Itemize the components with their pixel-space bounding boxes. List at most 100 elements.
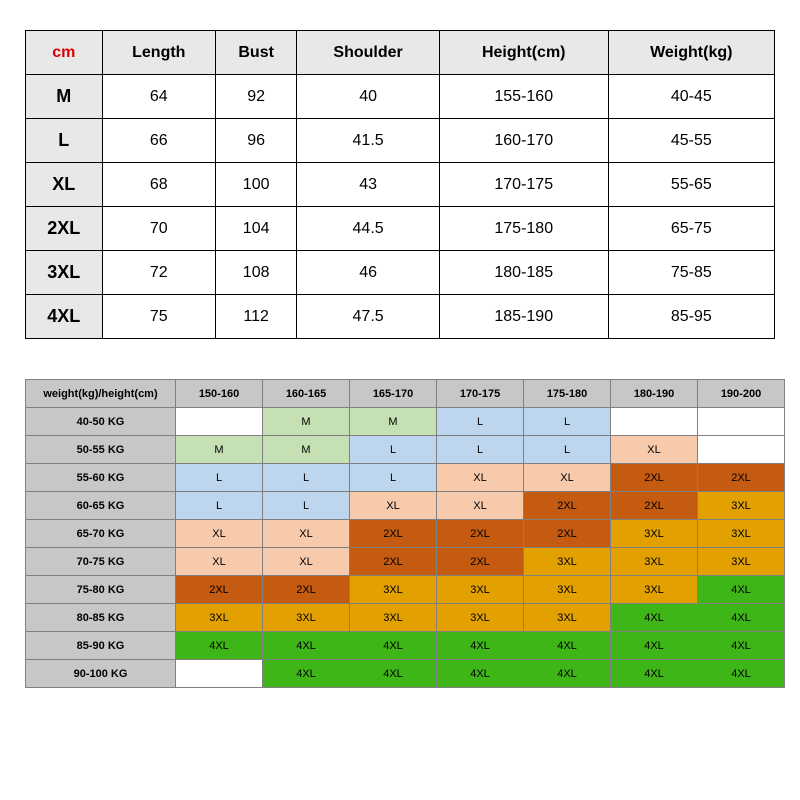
t2-size-cell: L (524, 436, 611, 464)
t1-header-shoulder: Shoulder (297, 31, 440, 75)
t2-size-cell: XL (611, 436, 698, 464)
t2-row-header: 40-50 KG (26, 408, 176, 436)
t2-size-cell: 3XL (698, 548, 785, 576)
t1-row: 3XL7210846180-18575-85 (26, 251, 775, 295)
t2-size-cell: XL (524, 464, 611, 492)
t2-size-cell: 3XL (524, 576, 611, 604)
t2-size-cell (698, 436, 785, 464)
t2-col-header: 150-160 (176, 380, 263, 408)
t1-size-cell: 4XL (26, 295, 103, 339)
t2-size-cell: M (263, 408, 350, 436)
t2-size-cell: 2XL (263, 576, 350, 604)
t2-size-cell: L (263, 492, 350, 520)
t1-header-weightkg: Weight(kg) (608, 31, 774, 75)
t2-row: 55-60 KGLLLXLXL2XL2XL (26, 464, 785, 492)
t2-size-cell: M (350, 408, 437, 436)
t1-size-cell: L (26, 119, 103, 163)
t1-header-row: cmLengthBustShoulderHeight(cm)Weight(kg) (26, 31, 775, 75)
t2-size-cell: 2XL (350, 520, 437, 548)
t2-row: 40-50 KGMMLL (26, 408, 785, 436)
t1-value-cell: 46 (297, 251, 440, 295)
t2-row: 85-90 KG4XL4XL4XL4XL4XL4XL4XL (26, 632, 785, 660)
t2-size-cell (176, 408, 263, 436)
t2-size-cell: L (176, 464, 263, 492)
t1-value-cell: 40 (297, 75, 440, 119)
t2-size-cell: L (437, 436, 524, 464)
t1-row: XL6810043170-17555-65 (26, 163, 775, 207)
t1-value-cell: 70 (102, 207, 216, 251)
t2-size-cell: 3XL (524, 548, 611, 576)
t2-row: 75-80 KG2XL2XL3XL3XL3XL3XL4XL (26, 576, 785, 604)
t2-size-cell: L (437, 408, 524, 436)
t1-value-cell: 44.5 (297, 207, 440, 251)
t2-size-cell: L (350, 436, 437, 464)
t2-size-cell: 4XL (698, 660, 785, 688)
t2-size-cell: 2XL (611, 464, 698, 492)
t2-size-cell: 2XL (524, 520, 611, 548)
t2-size-cell (176, 660, 263, 688)
t1-header-length: Length (102, 31, 216, 75)
t2-size-cell: 4XL (350, 632, 437, 660)
t2-size-cell: L (263, 464, 350, 492)
t2-row-header: 70-75 KG (26, 548, 176, 576)
t2-size-cell: 3XL (611, 576, 698, 604)
t2-size-cell: 3XL (437, 604, 524, 632)
t2-size-cell: 3XL (176, 604, 263, 632)
t1-size-cell: XL (26, 163, 103, 207)
t2-size-cell: 4XL (176, 632, 263, 660)
size-recommendation-table: weight(kg)/height(cm)150-160160-165165-1… (25, 379, 785, 688)
t2-size-cell: 4XL (524, 632, 611, 660)
t2-col-header: 165-170 (350, 380, 437, 408)
t2-row: 65-70 KGXLXL2XL2XL2XL3XL3XL (26, 520, 785, 548)
t1-value-cell: 72 (102, 251, 216, 295)
t2-size-cell: M (263, 436, 350, 464)
t2-size-cell: L (350, 464, 437, 492)
t2-size-cell: 3XL (350, 576, 437, 604)
t2-size-cell (611, 408, 698, 436)
t1-header-bust: Bust (216, 31, 297, 75)
t2-size-cell: 4XL (350, 660, 437, 688)
t1-value-cell: 40-45 (608, 75, 774, 119)
t2-size-cell: 4XL (611, 660, 698, 688)
t2-size-cell: 2XL (437, 548, 524, 576)
t1-row: 2XL7010444.5175-18065-75 (26, 207, 775, 251)
t1-value-cell: 66 (102, 119, 216, 163)
t1-value-cell: 100 (216, 163, 297, 207)
t2-row-header: 60-65 KG (26, 492, 176, 520)
t2-header-row: weight(kg)/height(cm)150-160160-165165-1… (26, 380, 785, 408)
t1-value-cell: 64 (102, 75, 216, 119)
size-measurements-table: cmLengthBustShoulderHeight(cm)Weight(kg)… (25, 30, 775, 339)
t2-size-cell: 4XL (437, 660, 524, 688)
t1-value-cell: 180-185 (439, 251, 608, 295)
t2-size-cell: XL (263, 520, 350, 548)
t2-row-header: 50-55 KG (26, 436, 176, 464)
t2-size-cell: 2XL (698, 464, 785, 492)
t2-size-cell: XL (176, 548, 263, 576)
t1-size-cell: 3XL (26, 251, 103, 295)
t1-row: 4XL7511247.5185-19085-95 (26, 295, 775, 339)
t2-size-cell: 2XL (350, 548, 437, 576)
t2-size-cell: 2XL (176, 576, 263, 604)
t2-row: 80-85 KG3XL3XL3XL3XL3XL4XL4XL (26, 604, 785, 632)
t2-size-cell: 4XL (698, 576, 785, 604)
t2-size-cell: XL (263, 548, 350, 576)
t2-size-cell: 2XL (437, 520, 524, 548)
t2-col-header: 170-175 (437, 380, 524, 408)
t1-header-heightcm: Height(cm) (439, 31, 608, 75)
t2-size-cell: 4XL (263, 660, 350, 688)
t2-row-header: 85-90 KG (26, 632, 176, 660)
t2-size-cell: L (176, 492, 263, 520)
t1-header-cm: cm (26, 31, 103, 75)
t1-value-cell: 75-85 (608, 251, 774, 295)
t1-value-cell: 65-75 (608, 207, 774, 251)
t1-value-cell: 92 (216, 75, 297, 119)
t2-row-header: 80-85 KG (26, 604, 176, 632)
t2-row-header: 75-80 KG (26, 576, 176, 604)
t1-value-cell: 185-190 (439, 295, 608, 339)
t1-value-cell: 45-55 (608, 119, 774, 163)
t2-size-cell: 3XL (698, 492, 785, 520)
t2-size-cell: XL (176, 520, 263, 548)
t2-size-cell: XL (437, 492, 524, 520)
t2-row-header: 90-100 KG (26, 660, 176, 688)
t1-value-cell: 175-180 (439, 207, 608, 251)
